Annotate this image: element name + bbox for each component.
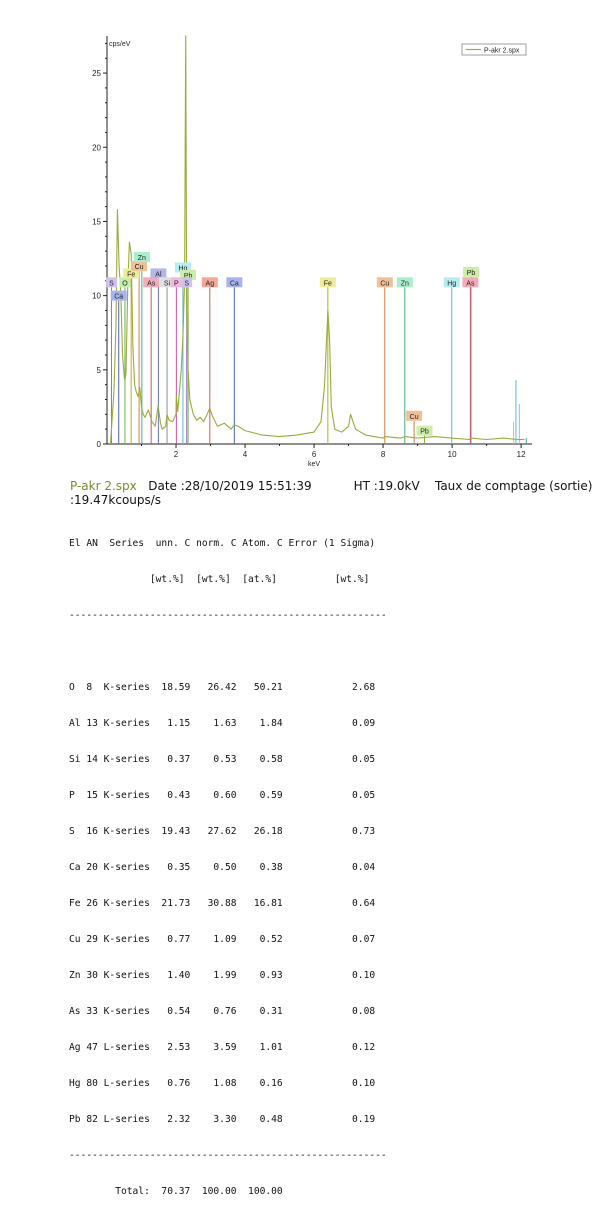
table-row: Ag 47 L-series 2.53 3.59 1.01 0.12 (69, 1042, 376, 1053)
marker-box-ca (110, 290, 127, 301)
marker-box-s (181, 277, 193, 288)
marker-label-pb: Pb (184, 273, 193, 280)
marker-box-cu (376, 277, 393, 288)
table-units-row: [wt.%] [wt.%] [at.%] [wt.%] (69, 574, 370, 585)
composition-table: El AN Series unn. C norm. C Atom. C Erro… (69, 514, 387, 1210)
spectrum-filename: P-akr 2.spx (70, 479, 137, 493)
table-row: O 8 K-series 18.59 26.42 50.21 2.68 (69, 682, 376, 693)
marker-label-p: P (174, 280, 179, 287)
marker-label-hg: Hg (447, 280, 456, 287)
marker-label-ca: Ca (230, 280, 239, 287)
marker-box-pb (463, 266, 480, 277)
marker-label-ag: Ag (206, 280, 215, 287)
marker-box-fe (319, 277, 336, 288)
legend-label: P-akr 2.spx (484, 48, 520, 55)
table-row: S 16 K-series 19.43 27.62 26.18 0.73 (69, 826, 376, 837)
y-tick-label: 0 (97, 440, 102, 449)
marker-box-ca (226, 277, 243, 288)
marker-box-al (150, 268, 167, 279)
table-spacer (69, 646, 387, 658)
marker-label-fe: Fe (127, 271, 135, 278)
high-tension: HT :19.0kV (353, 479, 420, 493)
x-tick-label: 12 (517, 450, 526, 459)
marker-label-pb: Pb (467, 270, 476, 277)
y-tick-label: 15 (92, 217, 101, 226)
y-tick-label: 20 (92, 143, 101, 152)
marker-box-zn (133, 252, 150, 263)
table-row: Hg 80 L-series 0.76 1.08 0.16 0.10 (69, 1078, 376, 1089)
spectrum-series (109, 35, 525, 445)
marker-label-as: As (466, 280, 475, 287)
marker-box-hg (174, 262, 191, 273)
marker-box-cu (131, 260, 148, 271)
marker-box-as (462, 277, 479, 288)
table-row: P 15 K-series 0.43 0.60 0.59 0.05 (69, 790, 376, 801)
table-row: As 33 K-series 0.54 0.76 0.31 0.08 (69, 1006, 376, 1017)
y-axis-label: cps/eV (109, 41, 131, 48)
marker-box-si (159, 277, 176, 288)
table-rule: ----------------------------------------… (69, 1150, 387, 1161)
marker-label-fe: Fe (324, 280, 332, 287)
marker-label-o: O (122, 280, 128, 287)
y-tick-label: 10 (92, 292, 101, 301)
x-tick-label: 4 (243, 450, 248, 459)
chart-legend: P-akr 2.spx (461, 43, 527, 56)
table-row: Al 13 K-series 1.15 1.63 1.84 0.09 (69, 718, 376, 729)
x-axis-label: keV (308, 461, 320, 468)
table-row: Fe 26 K-series 21.73 30.88 16.81 0.64 (69, 898, 376, 909)
spectrum-info-line: P-akr 2.spx Date :28/10/2019 15:51:39 HT… (70, 479, 592, 493)
table-header-row: El AN Series unn. C norm. C Atom. C Erro… (69, 538, 376, 549)
marker-label-cu: Cu (380, 280, 389, 287)
marker-label-zn: Zn (401, 280, 409, 287)
y-tick-label: 5 (97, 366, 102, 375)
marker-label-hg: Hg (178, 265, 187, 272)
marker-box-pb (416, 425, 433, 436)
marker-box-s (105, 277, 117, 288)
marker-label-ca: Ca (114, 294, 123, 301)
acquisition-date: Date :28/10/2019 15:51:39 (148, 479, 312, 493)
table-row: Si 14 K-series 0.37 0.53 0.58 0.05 (69, 754, 376, 765)
marker-box-zn (396, 277, 413, 288)
marker-label-as: As (147, 280, 156, 287)
table-row: Ca 20 K-series 0.35 0.50 0.38 0.04 (69, 862, 376, 873)
table-rule: ----------------------------------------… (69, 610, 387, 621)
marker-box-cu (406, 410, 423, 421)
marker-box-hg (443, 277, 460, 288)
table-row: Zn 30 K-series 1.40 1.99 0.93 0.10 (69, 970, 376, 981)
marker-label-s: S (109, 280, 114, 287)
x-tick-label: 8 (381, 450, 386, 459)
x-tick-label: 10 (448, 450, 457, 459)
x-tick-label: 6 (312, 450, 317, 459)
marker-box-as (143, 277, 160, 288)
table-row: Pb 82 L-series 2.32 3.30 0.48 0.19 (69, 1114, 376, 1125)
chart-axes: 0 5 10 15 20 25 2 4 6 8 10 12 cps/eV keV (92, 36, 532, 468)
marker-label-cu: Cu (410, 414, 419, 421)
count-rate-value: :19.47kcoups/s (70, 493, 162, 507)
legend-box (461, 43, 527, 56)
table-row: Cu 29 K-series 0.77 1.09 0.52 0.07 (69, 934, 376, 945)
marker-box-o (119, 277, 131, 288)
table-total-row: Total: 70.37 100.00 100.00 (69, 1186, 283, 1197)
marker-label-zn: Zn (138, 255, 146, 262)
y-tick-label: 25 (92, 69, 101, 78)
marker-label-cu: Cu (135, 264, 144, 271)
marker-label-si: Si (164, 280, 171, 287)
count-rate-label: Taux de comptage (sortie) (434, 479, 593, 493)
marker-label-al: Al (155, 271, 162, 278)
marker-box-ag (201, 277, 218, 288)
marker-label-pb: Pb (420, 429, 429, 436)
element-marker-lines (110, 262, 527, 444)
x-tick-label: 2 (174, 450, 179, 459)
marker-box-pb (180, 269, 197, 280)
marker-label-s: S (184, 280, 189, 287)
marker-box-fe (123, 268, 140, 279)
spectrum-line (109, 35, 525, 445)
marker-box-p (170, 277, 182, 288)
